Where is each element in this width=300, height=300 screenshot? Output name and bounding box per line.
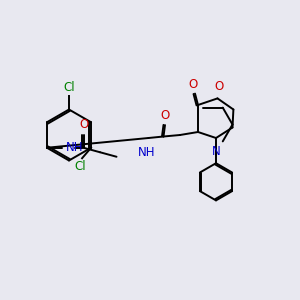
Text: O: O <box>79 118 88 131</box>
Text: NH: NH <box>66 141 83 154</box>
Text: N: N <box>212 145 221 158</box>
Text: O: O <box>160 109 169 122</box>
Text: O: O <box>188 78 197 91</box>
Text: NH: NH <box>138 146 156 158</box>
Text: Cl: Cl <box>75 160 86 173</box>
Text: O: O <box>214 80 224 93</box>
Text: Cl: Cl <box>63 81 75 94</box>
